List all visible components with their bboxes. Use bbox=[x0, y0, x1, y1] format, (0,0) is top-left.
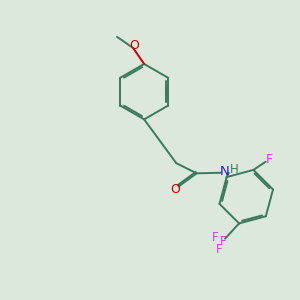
Text: H: H bbox=[230, 163, 239, 176]
Text: O: O bbox=[171, 183, 181, 196]
Text: F: F bbox=[266, 154, 273, 166]
Text: F: F bbox=[212, 231, 218, 244]
Text: O: O bbox=[130, 39, 140, 52]
Text: N: N bbox=[220, 165, 230, 178]
Text: F: F bbox=[216, 243, 223, 256]
Text: F: F bbox=[219, 235, 226, 248]
